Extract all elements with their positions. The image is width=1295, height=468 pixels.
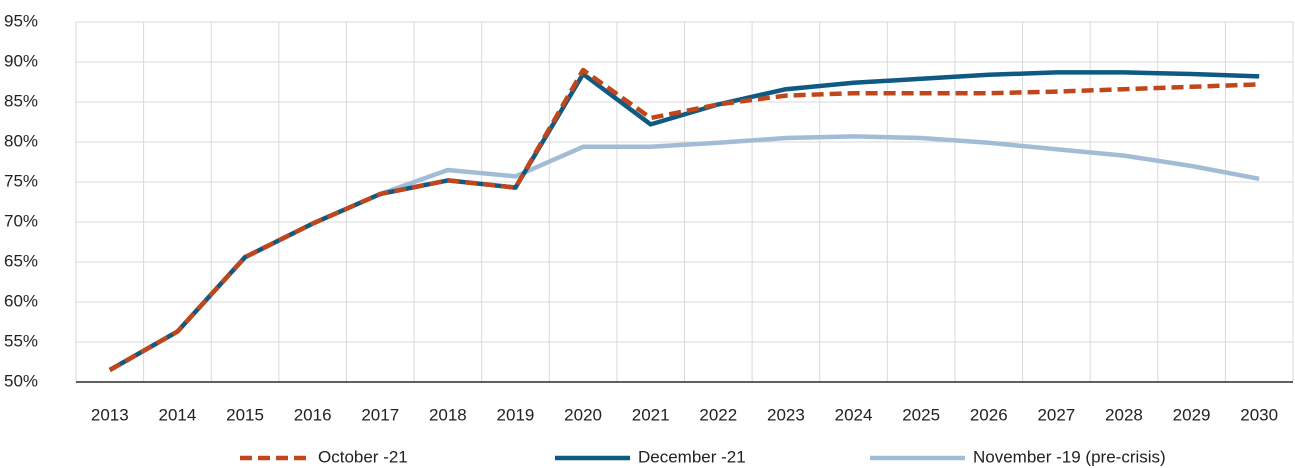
- x-tick-label: 2030: [1240, 405, 1278, 424]
- x-tick-label: 2014: [159, 405, 197, 424]
- y-tick-label: 55%: [4, 331, 38, 350]
- x-tick-label: 2029: [1173, 405, 1211, 424]
- x-tick-label: 2013: [91, 405, 129, 424]
- y-tick-label: 80%: [4, 131, 38, 150]
- series-line: [108, 67, 1260, 372]
- x-tick-label: 2025: [902, 405, 940, 424]
- x-tick-label: 2017: [361, 405, 399, 424]
- x-tick-label: 2016: [294, 405, 332, 424]
- y-tick-label: 95%: [4, 11, 38, 30]
- x-tick-label: 2021: [632, 405, 670, 424]
- x-tick-label: 2022: [699, 405, 737, 424]
- x-tick-label: 2019: [497, 405, 535, 424]
- x-tick-label: 2028: [1105, 405, 1143, 424]
- legend-label: October -21: [318, 447, 408, 466]
- x-tick-label: 2023: [767, 405, 805, 424]
- y-tick-label: 65%: [4, 251, 38, 270]
- x-tick-label: 2027: [1037, 405, 1075, 424]
- y-tick-label: 70%: [4, 211, 38, 230]
- x-tick-label: 2026: [970, 405, 1008, 424]
- y-tick-label: 85%: [4, 91, 38, 110]
- legend-label: November -19 (pre-crisis): [973, 447, 1166, 466]
- x-tick-label: 2018: [429, 405, 467, 424]
- y-tick-label: 90%: [4, 51, 38, 70]
- y-tick-label: 75%: [4, 171, 38, 190]
- x-tick-label: 2020: [564, 405, 602, 424]
- y-tick-label: 50%: [4, 371, 38, 390]
- y-tick-label: 60%: [4, 291, 38, 310]
- x-tick-label: 2015: [226, 405, 264, 424]
- legend-label: December -21: [638, 447, 746, 466]
- x-tick-label: 2024: [835, 405, 873, 424]
